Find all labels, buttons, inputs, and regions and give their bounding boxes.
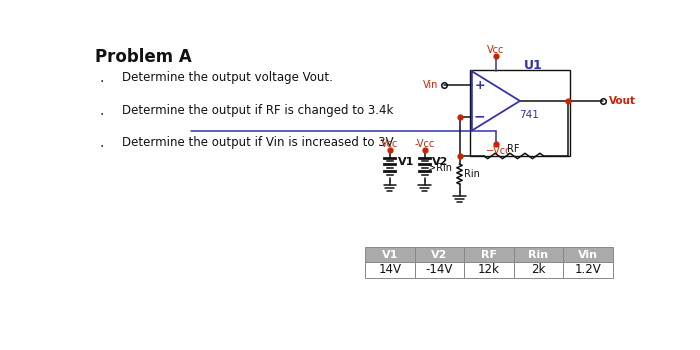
Text: Vout: Vout [609, 96, 636, 106]
Text: 14V: 14V [378, 264, 401, 276]
Text: V2: V2 [431, 250, 447, 259]
Text: V2: V2 [433, 157, 449, 167]
Text: Rin: Rin [464, 169, 480, 179]
Text: Vin: Vin [424, 80, 439, 90]
Bar [470, 70, 570, 156]
Text: 1.2V: 1.2V [575, 264, 601, 276]
Text: .: . [100, 71, 104, 85]
Text: -14V: -14V [426, 264, 453, 276]
Text: .: . [100, 104, 104, 118]
Text: RF: RF [481, 250, 497, 259]
Text: Vcc: Vcc [487, 45, 505, 55]
Bar [564, 247, 613, 262]
Text: .: . [100, 136, 104, 150]
Text: >Rin: >Rin [428, 162, 452, 173]
Bar [564, 262, 613, 278]
Text: 2k: 2k [531, 264, 546, 276]
Bar [414, 262, 464, 278]
Bar [365, 247, 414, 262]
Bar [464, 247, 514, 262]
Bar [464, 262, 514, 278]
Bar [414, 247, 464, 262]
Bar [365, 262, 414, 278]
Text: Vin: Vin [578, 250, 598, 259]
Text: U1: U1 [524, 60, 542, 72]
Bar [514, 247, 564, 262]
Text: −: − [474, 110, 486, 124]
Bar [514, 262, 564, 278]
Text: Rin: Rin [528, 250, 549, 259]
Text: +: + [475, 79, 485, 92]
Text: Determine the output if RF is changed to 3.4k: Determine the output if RF is changed to… [122, 104, 393, 117]
Text: Determine the output if Vin is increased to 3V: Determine the output if Vin is increased… [122, 136, 393, 149]
Text: RF: RF [508, 144, 520, 154]
Text: -Vcc: -Vcc [414, 139, 435, 149]
Text: Determine the output voltage Vout.: Determine the output voltage Vout. [122, 71, 332, 84]
Text: Problem A: Problem A [95, 48, 192, 66]
Text: V1: V1 [382, 250, 398, 259]
Text: Vcc: Vcc [381, 139, 398, 149]
Text: 12k: 12k [478, 264, 500, 276]
Text: −Vcc: −Vcc [486, 146, 511, 155]
Text: V1: V1 [398, 157, 414, 167]
Text: 741: 741 [519, 110, 539, 120]
